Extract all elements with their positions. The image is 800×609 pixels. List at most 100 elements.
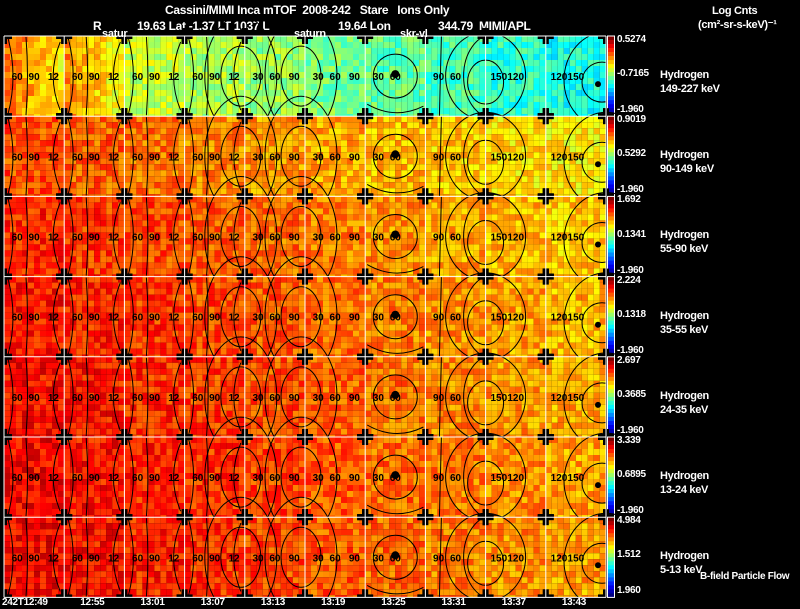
heatmap-cell xyxy=(34,226,40,233)
heatmap-cell xyxy=(413,90,420,96)
heatmap-cell xyxy=(389,48,396,54)
heatmap-cell xyxy=(317,140,323,147)
heatmap-cell xyxy=(323,36,329,42)
heatmap-cell xyxy=(262,96,269,102)
heatmap-cell xyxy=(497,60,504,66)
heatmap-cell xyxy=(419,78,426,84)
heatmap-cell xyxy=(148,48,155,54)
heatmap-cell xyxy=(298,90,305,96)
colorbar-segment xyxy=(608,228,614,233)
heatmap-cell xyxy=(431,250,438,257)
heatmap-cell xyxy=(46,66,52,72)
heatmap-cell xyxy=(377,188,384,195)
contour-line xyxy=(173,202,182,271)
heatmap-cell xyxy=(274,176,281,183)
units-label-line2: (cm²-sr-s-keV)⁻¹ xyxy=(698,19,777,31)
heatmap-cell xyxy=(587,182,594,189)
heatmap-cell xyxy=(64,294,71,301)
heatmap-cell xyxy=(593,48,600,54)
heatmap-cell xyxy=(226,274,233,277)
heatmap-cell xyxy=(238,108,245,114)
heatmap-cell xyxy=(238,48,245,54)
heatmap-cell xyxy=(527,176,534,183)
heatmap-cell xyxy=(64,300,71,307)
heatmap-cell xyxy=(226,134,233,141)
heatmap-cell xyxy=(545,232,552,239)
heatmap-cell xyxy=(262,114,269,117)
heatmap-cell xyxy=(455,176,462,183)
heatmap-cell xyxy=(401,274,408,277)
heatmap-cell xyxy=(124,42,131,48)
heatmap-cell xyxy=(172,194,179,197)
contour-label: 90 xyxy=(209,72,221,83)
heatmap-cell xyxy=(599,188,606,195)
heatmap-cell xyxy=(425,84,432,90)
heatmap-cell xyxy=(305,146,311,153)
heatmap-cell xyxy=(485,256,492,263)
heatmap-cell xyxy=(431,268,438,275)
heatmap-cell xyxy=(298,102,305,108)
heatmap-cell xyxy=(250,226,257,233)
heatmap-cell xyxy=(280,42,287,48)
heatmap-cell xyxy=(250,146,257,153)
heatmap-cell xyxy=(479,208,486,215)
heatmap-cell xyxy=(449,188,456,195)
heatmap-cell xyxy=(256,250,263,257)
heatmap-cell xyxy=(286,140,293,147)
heatmap-cell xyxy=(244,96,251,102)
heatmap-cell xyxy=(527,36,534,42)
heatmap-cell xyxy=(202,48,209,54)
heatmap-cell xyxy=(419,232,426,239)
heatmap-cell xyxy=(353,188,359,195)
heatmap-cell xyxy=(172,42,179,48)
heatmap-cell xyxy=(437,114,444,117)
heatmap-cell xyxy=(311,60,317,66)
heatmap-cell xyxy=(599,268,606,275)
heatmap-cell xyxy=(347,250,353,257)
heatmap-cell xyxy=(64,176,71,183)
heatmap-cell xyxy=(347,90,353,96)
heatmap-cell xyxy=(539,108,546,114)
heatmap-cell xyxy=(395,60,402,66)
heatmap-cell xyxy=(82,196,89,203)
heatmap-cell xyxy=(527,134,534,141)
heatmap-cell xyxy=(341,188,347,195)
heatmap-cell xyxy=(353,36,359,42)
contour-label: 60 xyxy=(12,233,24,244)
heatmap-cell xyxy=(461,48,468,54)
heatmap-cell xyxy=(347,84,353,90)
heatmap-cell xyxy=(40,342,46,349)
heatmap-cell xyxy=(323,72,329,78)
heatmap-cell xyxy=(196,78,203,84)
contour-line xyxy=(145,117,149,196)
heatmap-cell xyxy=(118,226,125,233)
heatmap-cell xyxy=(268,214,275,221)
heatmap-cell xyxy=(413,48,420,54)
heatmap-cell xyxy=(262,128,269,135)
heatmap-cell xyxy=(575,268,582,275)
heatmap-cell xyxy=(4,226,10,233)
heatmap-cell xyxy=(581,48,588,54)
heatmap-cell xyxy=(88,48,95,54)
heatmap-cell xyxy=(491,84,498,90)
heatmap-cell xyxy=(4,306,10,313)
heatmap-cell xyxy=(10,220,16,227)
heatmap-cell xyxy=(52,146,58,153)
heatmap-cell xyxy=(88,294,95,301)
heatmap-cell xyxy=(64,102,71,108)
heatmap-cell xyxy=(335,96,341,102)
heatmap-cell xyxy=(317,116,323,123)
heatmap-cell xyxy=(455,114,462,117)
heatmap-cell xyxy=(413,60,420,66)
heatmap-cell xyxy=(563,48,570,54)
heatmap-cell xyxy=(16,134,22,141)
heatmap-cell xyxy=(16,244,22,251)
heatmap-cell xyxy=(106,152,113,159)
heatmap-cell xyxy=(148,54,155,60)
heatmap-cell xyxy=(503,202,510,209)
heatmap-cell xyxy=(208,220,215,227)
heatmap-cell xyxy=(467,134,474,141)
heatmap-cell xyxy=(166,196,173,203)
heatmap-cell xyxy=(154,262,161,269)
heatmap-cell xyxy=(208,66,215,72)
